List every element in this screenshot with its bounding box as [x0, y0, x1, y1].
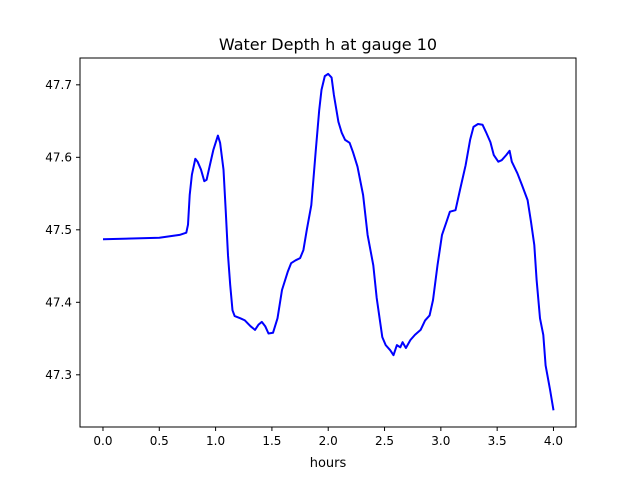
axis-ticks: 0.0 0.5 1.0 1.5 2.0 2.5 3.0 3.5 4.0 47.3 47.4 47.5 4… — [45, 78, 563, 448]
x-tick-label: 1.5 — [262, 434, 281, 448]
x-tick-label: 3.0 — [431, 434, 450, 448]
y-tick-label: 47.5 — [45, 223, 72, 237]
series-line-h — [102, 72, 555, 411]
chart-title: Water Depth h at gauge 10 — [219, 35, 437, 54]
x-tick-label: 0.0 — [93, 434, 112, 448]
x-tick-label: 1.0 — [206, 434, 225, 448]
y-tick-label: 47.7 — [45, 78, 72, 92]
x-tick-label: 0.5 — [150, 434, 169, 448]
y-tick-label: 47.3 — [45, 368, 72, 382]
y-tick-label: 47.4 — [45, 295, 72, 309]
x-tick-label: 2.5 — [375, 434, 394, 448]
x-tick-label: 2.0 — [319, 434, 338, 448]
x-tick-label: 3.5 — [488, 434, 507, 448]
y-tick-label: 47.6 — [45, 150, 72, 164]
plot-frame — [79, 57, 577, 428]
x-tick-label: 4.0 — [544, 434, 563, 448]
x-axis-label: hours — [310, 456, 347, 471]
